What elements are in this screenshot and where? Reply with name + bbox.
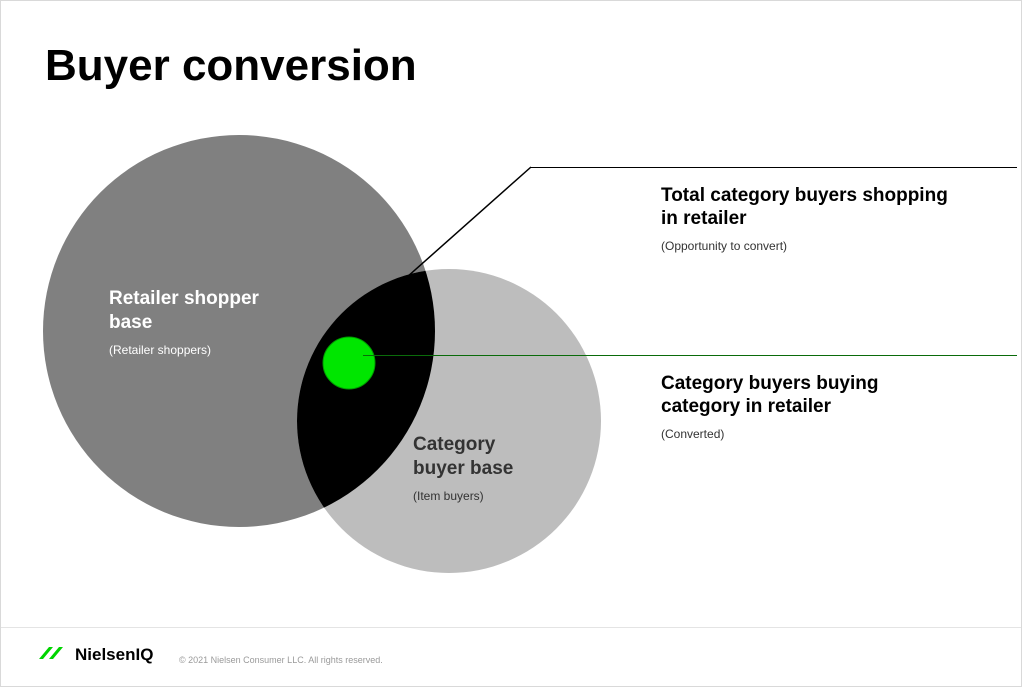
converted-dot: [323, 337, 375, 389]
copyright-text: © 2021 Nielsen Consumer LLC. All rights …: [179, 655, 383, 665]
category-circle-title-text: Category buyer base: [413, 434, 513, 479]
footer-separator: [1, 627, 1021, 628]
category-circle-title: Category buyer base: [413, 433, 543, 481]
annotation-lower-subtitle: (Converted): [661, 427, 724, 441]
annotation-rule-upper: [531, 167, 1017, 168]
category-circle-subtitle: (Item buyers): [413, 489, 484, 503]
annotation-rule-lower: [363, 355, 1017, 356]
nielseniq-mark-icon: [39, 645, 71, 665]
annotation-lower-title: Category buyers buying category in retai…: [661, 373, 961, 419]
brand-logo: NielsenIQ: [39, 645, 153, 665]
retailer-circle-subtitle: (Retailer shoppers): [109, 343, 211, 357]
retailer-circle-title: Retailer shopper base: [109, 287, 279, 335]
brand-logo-text: NielsenIQ: [75, 645, 153, 665]
annotation-upper-subtitle: (Opportunity to convert): [661, 239, 787, 253]
annotation-upper-title: Total category buyers shopping in retail…: [661, 185, 961, 231]
slide-frame: Buyer conversion Retailer shopper base (…: [0, 0, 1022, 687]
retailer-circle-title-line1: Retailer shopper base: [109, 288, 259, 333]
